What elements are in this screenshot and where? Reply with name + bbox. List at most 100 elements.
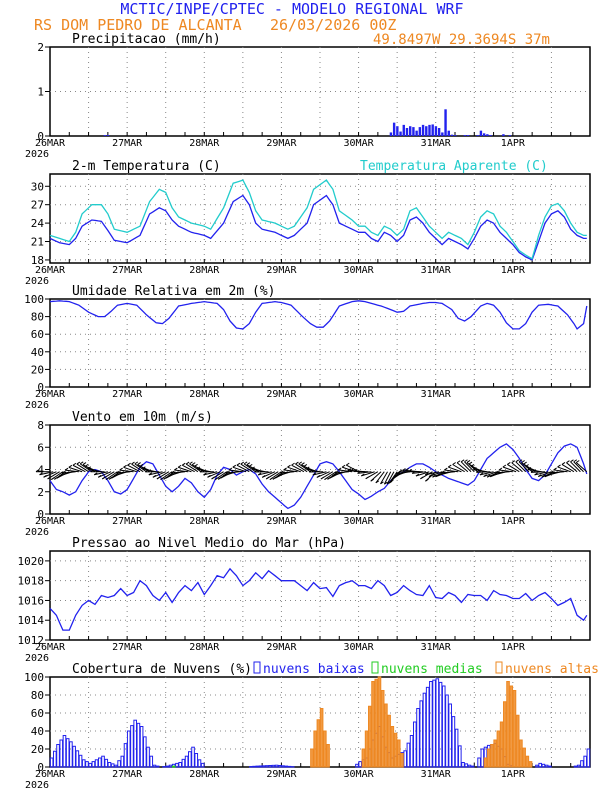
cloud-bar-1 xyxy=(171,765,176,768)
rh-title: Umidade Relativa em 2m (%) xyxy=(72,284,276,299)
wind-arrow-head xyxy=(243,461,248,465)
wind-arrow xyxy=(425,471,440,476)
wind-arrow xyxy=(116,471,131,474)
wind-arrow-head xyxy=(395,471,400,475)
clouds-day-label: 26MAR xyxy=(35,769,66,780)
wind-arrow-head xyxy=(334,470,339,474)
temp-day-label: 30MAR xyxy=(344,265,375,276)
precip-bar xyxy=(444,109,447,136)
cloud-bar-2 xyxy=(522,747,526,768)
cloud-bar-0 xyxy=(451,716,456,768)
cloud-bar-0 xyxy=(255,765,260,768)
cloud-bar-0 xyxy=(139,726,144,768)
wind-arrow-head xyxy=(101,476,106,480)
wind-arrow xyxy=(530,471,546,473)
cloud-bar-0 xyxy=(448,703,452,768)
pres-day-label: 27MAR xyxy=(112,642,143,653)
wind-arrow xyxy=(119,469,134,473)
cloud-bar-2 xyxy=(496,730,501,768)
wind-arrow-head xyxy=(127,462,131,466)
wind-arrow-head xyxy=(464,459,468,463)
wind-arrow-head xyxy=(390,479,394,483)
wind-arrow-head xyxy=(257,472,262,476)
wind-arrow-head xyxy=(337,467,342,471)
wind-arrow-head xyxy=(170,470,175,474)
rh-ytick-label: 80 xyxy=(31,311,44,324)
wind-arrow xyxy=(64,469,79,473)
rh-day-label: 30MAR xyxy=(344,389,375,400)
wind-arrow xyxy=(511,462,523,473)
cloud-bar-2 xyxy=(316,719,321,768)
wind-arrow-head xyxy=(207,474,211,478)
wind-arrow-head xyxy=(502,464,507,468)
wind-arrow-head xyxy=(341,464,346,468)
cloud-bar-2 xyxy=(396,739,401,768)
cloud-bar-0 xyxy=(65,738,70,768)
cloud-bar-0 xyxy=(62,735,67,768)
pres-ytick-label: 1018 xyxy=(18,575,45,588)
wind-arrow xyxy=(298,463,311,473)
cloud-bar-2 xyxy=(319,708,324,768)
wind-arrow-head xyxy=(275,475,279,479)
wind-arrow-head xyxy=(228,467,233,471)
wind-arrow-head xyxy=(525,464,529,467)
wind-arrow-head xyxy=(222,473,227,477)
cloud-bar-0 xyxy=(586,748,591,768)
wind-arrow-head xyxy=(425,478,429,482)
temp-series-1 xyxy=(49,179,587,260)
cloud-bar-0 xyxy=(188,751,192,768)
wind-arrow-head xyxy=(470,464,475,467)
wind-arrow xyxy=(334,471,349,474)
wind-arrow xyxy=(134,463,147,473)
pres-day-label: 29MAR xyxy=(266,642,297,653)
pres-day-label: 26MAR xyxy=(35,642,66,653)
cloud-bar-0 xyxy=(265,765,269,768)
cloud-bar-2 xyxy=(503,701,507,768)
wind-arrow-head xyxy=(495,470,499,474)
clouds-ytick-label: 100 xyxy=(24,671,44,684)
pres-year-label: 2026 xyxy=(25,653,49,664)
wind-arrow-head xyxy=(466,460,471,463)
cloud-bar-0 xyxy=(470,765,475,768)
wind-arrow-head xyxy=(261,474,266,478)
precip-bar xyxy=(482,133,486,136)
cloud-bar-0 xyxy=(413,721,417,768)
cloud-bar-0 xyxy=(130,725,134,768)
wind-arrow-head xyxy=(232,464,237,468)
wind-arrow-head xyxy=(476,469,480,473)
precip-bar xyxy=(431,124,434,136)
cloud-bar-0 xyxy=(406,742,411,768)
cloud-bar-2 xyxy=(528,761,533,768)
wind-arrow-head xyxy=(437,472,442,476)
wind-arrow-head xyxy=(547,472,551,476)
cloud-bar-0 xyxy=(278,765,282,768)
wind-arrow-head xyxy=(301,462,305,466)
cloud-bar-0 xyxy=(191,746,195,768)
wind-arrow xyxy=(456,462,469,473)
temp-grid xyxy=(50,174,590,263)
precip-bar xyxy=(428,124,431,136)
cloud-bar-0 xyxy=(538,762,542,768)
wind-arrow xyxy=(573,461,584,473)
cloud-bar-0 xyxy=(107,762,112,768)
wind-arrow xyxy=(203,471,218,476)
wind-arrow xyxy=(444,469,459,473)
wind-arrow xyxy=(312,471,327,476)
wind-day-label: 27MAR xyxy=(112,516,143,527)
wind-arrow xyxy=(550,471,565,474)
wind-arrow-head xyxy=(456,460,461,464)
wind-arrow-head xyxy=(573,459,578,463)
wind-arrow xyxy=(383,471,392,485)
wind-arrow-head xyxy=(553,467,557,471)
temp-legend-apparent: Temperatura Aparente (C) xyxy=(360,159,548,174)
cloud-bar-0 xyxy=(53,750,57,768)
cloud-bar-0 xyxy=(75,750,80,768)
wind-arrow-head xyxy=(345,462,350,466)
wind-arrow xyxy=(87,468,102,473)
cloud-bar-0 xyxy=(146,746,150,768)
wind-arrow-head xyxy=(375,480,380,484)
cloud-bar-0 xyxy=(435,678,440,768)
wind-arrow xyxy=(232,466,247,473)
wind-arrow-head xyxy=(391,477,396,480)
cloud-bar-0 xyxy=(284,765,289,768)
